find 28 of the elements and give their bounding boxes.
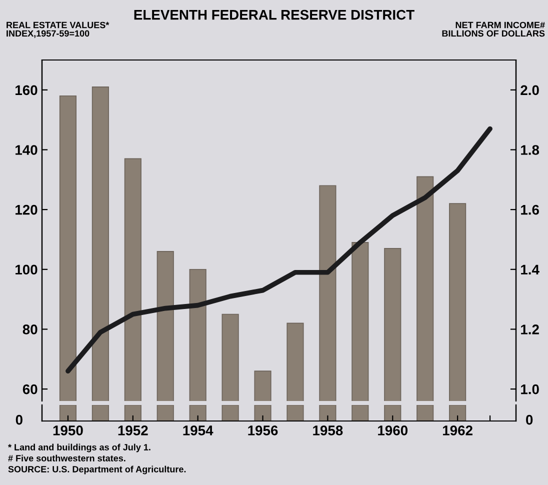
y2-tick-label: 1.6 — [521, 204, 539, 215]
y-tick-label: 80 — [22, 324, 38, 334]
x-tick-label: 1960 — [378, 426, 408, 436]
y2-tick-label: 1.0 — [521, 384, 539, 394]
x-tick-label: 1958 — [313, 426, 343, 436]
chart-title: ELEVENTH FEDERAL RESERVE DISTRICT — [134, 10, 414, 20]
x-tick-label: 1954 — [183, 426, 214, 436]
y-axis-title: REAL ESTATE VALUES* INDEX,1957-59=100 — [6, 22, 110, 38]
x-tick-label: 1956 — [248, 426, 278, 436]
x-tick-label: 1962 — [442, 426, 472, 436]
x-tick-label: 1952 — [118, 426, 148, 436]
y-tick-label: 100 — [16, 264, 38, 275]
y2-tick-label: 1.2 — [521, 324, 539, 334]
text: 0 — [16, 414, 22, 425]
source-note: SOURCE: U.S. Department of Agriculture. — [8, 466, 186, 474]
line-series — [66, 126, 492, 374]
y-tick-label: 140 — [16, 145, 38, 155]
y2-tick-label: 1.8 — [521, 145, 540, 155]
text: # Five southwestern states. — [8, 454, 126, 462]
y-tick-label: 60 — [22, 384, 38, 394]
y2-axis-title: NET FARM INCOME# BILLIONS OF DOLLARS — [442, 22, 545, 37]
y-tick-label: 120 — [16, 204, 38, 215]
y2-tick-label: 1.4 — [521, 264, 540, 274]
y2-tick-label: 2.0 — [520, 85, 539, 96]
y-tick-label: 160 — [16, 85, 38, 96]
x-tick-label: 1950 — [53, 426, 83, 436]
text: 0 — [526, 414, 533, 425]
text: * Land and buildings as of July 1. — [8, 444, 150, 452]
